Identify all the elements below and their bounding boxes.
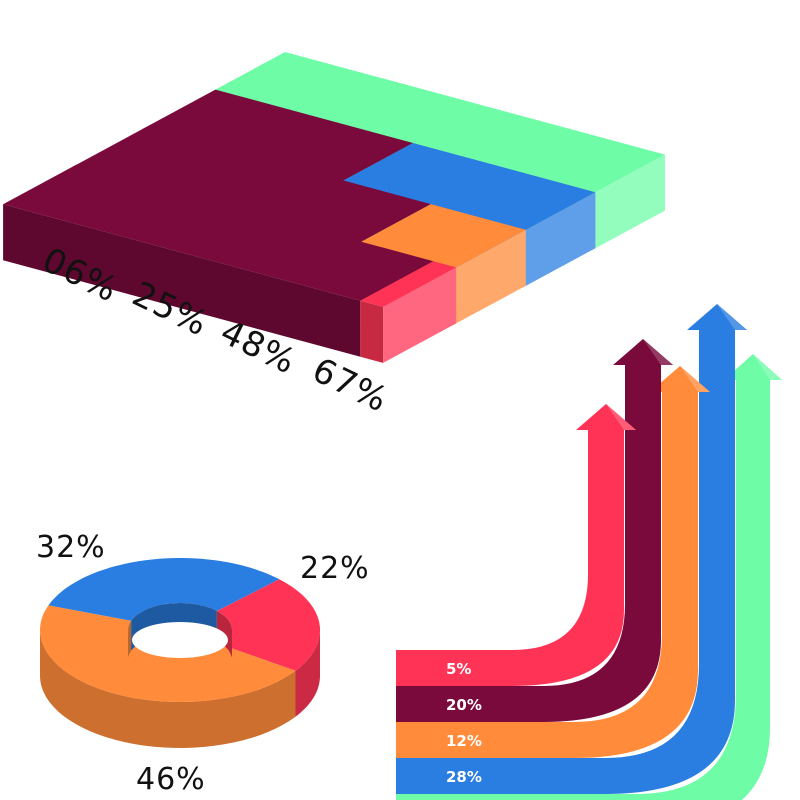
isometric-bar-chart [3,52,665,363]
donut-wall-1 [295,630,320,717]
donut-slice-1 [216,579,320,671]
iso-bar-0-end [591,154,665,251]
iso-bar-3-track-side [3,204,361,357]
curved-arrow-head-shade-1 [643,339,673,365]
donut-label-46: 46% [136,762,206,797]
iso-bar-2-track-top [72,127,431,244]
curved-arrow-label-2: 12% [446,732,482,750]
curved-arrow-label-3: 28% [446,768,482,786]
curved-arrow-body-0 [396,404,636,686]
iso-bar-3-track-top [3,164,434,301]
curved-arrow-2 [396,366,710,758]
curved-arrow-labels: 28% 12% 20% 5% [446,660,482,786]
curved-arrow-head-shade-4 [753,354,782,380]
curved-arrow-head-shade-3 [717,304,747,330]
iso-bar-3-fill-side [360,300,384,363]
curved-arrow-body-2 [396,366,710,758]
iso-bar-3-end [383,267,457,363]
curved-arrow-label-0: 5% [446,660,471,678]
donut-label-32: 32% [36,530,106,565]
curved-arrow-0 [396,404,636,686]
iso-bar-3 [3,164,457,363]
iso-bar-0-fill-top [211,52,665,195]
donut-chart [40,558,320,748]
donut-slice-2 [40,605,296,702]
curved-arrow-body-1 [396,339,673,722]
iso-bar-1-end [522,192,596,288]
donut-slice-0 [48,558,280,621]
iso-bar-1-fill-top [339,143,596,232]
iso-bar-2-end [452,229,526,326]
curved-arrow-body-3 [396,304,747,794]
curved-arrow-1 [396,339,673,722]
curved-arrow-head-shade-0 [606,404,636,430]
curved-arrow-chart [396,304,782,800]
curved-arrow-4 [396,354,782,800]
curved-arrow-label-1: 20% [446,696,482,714]
donut-hole [132,622,228,658]
curved-arrow-3 [396,304,747,794]
iso-bar-3-fill-top [360,261,457,307]
donut-label-22: 22% [300,551,370,586]
curved-arrow-head-shade-2 [680,366,710,392]
donut-inner-wall-2 [128,620,132,657]
donut-wall-2 [40,630,296,748]
curved-arrow-body-4 [396,354,782,800]
iso-bar-1-track-top [142,89,414,183]
